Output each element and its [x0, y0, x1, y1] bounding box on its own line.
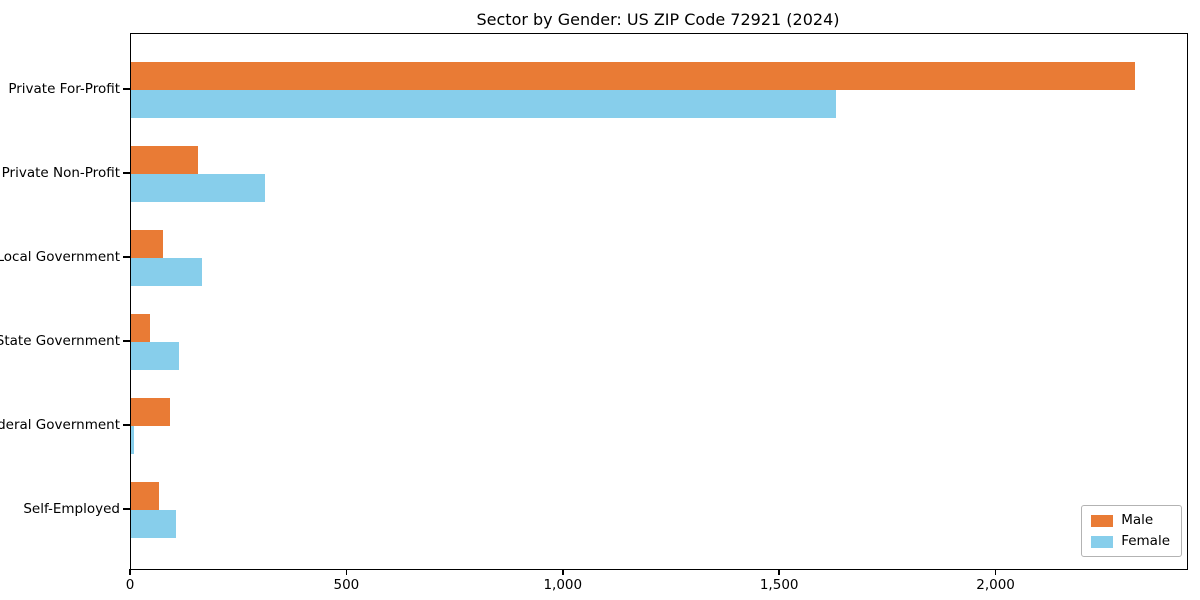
legend-item-male: Male: [1091, 513, 1170, 528]
bar-male-local-government: [131, 230, 164, 258]
x-tick-label: 1,000: [543, 577, 583, 593]
y-category-label: Federal Government: [0, 417, 120, 433]
y-tick-mark: [123, 424, 130, 426]
plot-area: [130, 33, 1188, 570]
chart-title: Sector by Gender: US ZIP Code 72921 (202…: [476, 10, 840, 29]
bar-male-state-government: [131, 314, 151, 342]
x-tick-label: 500: [333, 577, 360, 593]
legend-label: Female: [1121, 533, 1170, 549]
legend-item-female: Female: [1091, 534, 1170, 549]
y-category-label: Private For-Profit: [8, 81, 120, 97]
legend-swatch-female: [1091, 535, 1114, 548]
y-axis-labels: Private For-Profit Private Non-Profit Loca…: [0, 33, 120, 568]
bar-female-private-for-profit: [131, 90, 837, 118]
x-tick-mark: [994, 569, 997, 575]
bar-female-self-employed: [131, 510, 177, 538]
bar-male-federal-government: [131, 398, 170, 426]
x-tick-label: 0: [125, 577, 135, 593]
bar-female-private-non-profit: [131, 174, 266, 202]
y-category-label: Self-Employed: [23, 501, 120, 517]
bar-female-federal-government: [131, 426, 135, 454]
y-tick-mark: [123, 256, 130, 258]
y-category-label: Local Government: [0, 249, 120, 265]
x-tick-label: 1,500: [759, 577, 799, 593]
bar-male-self-employed: [131, 482, 160, 510]
y-tick-mark: [123, 340, 130, 342]
y-tick-mark: [123, 508, 130, 510]
x-tick-mark: [562, 569, 564, 575]
bar-female-state-government: [131, 342, 179, 370]
y-category-label: State Government: [0, 333, 120, 349]
bar-female-local-government: [131, 258, 203, 286]
y-tick-mark: [123, 172, 130, 174]
bar-male-private-non-profit: [131, 146, 199, 174]
y-category-label: Private Non-Profit: [1, 165, 120, 181]
x-tick-mark: [129, 569, 131, 575]
y-tick-mark: [123, 88, 130, 90]
legend: Male Female: [1081, 505, 1182, 557]
x-tick-mark: [778, 569, 780, 575]
legend-label: Male: [1121, 512, 1154, 528]
legend-swatch-male: [1091, 514, 1114, 527]
x-tick-mark: [345, 569, 348, 575]
x-tick-label: 2,000: [976, 577, 1015, 593]
bar-male-private-for-profit: [131, 62, 1136, 90]
